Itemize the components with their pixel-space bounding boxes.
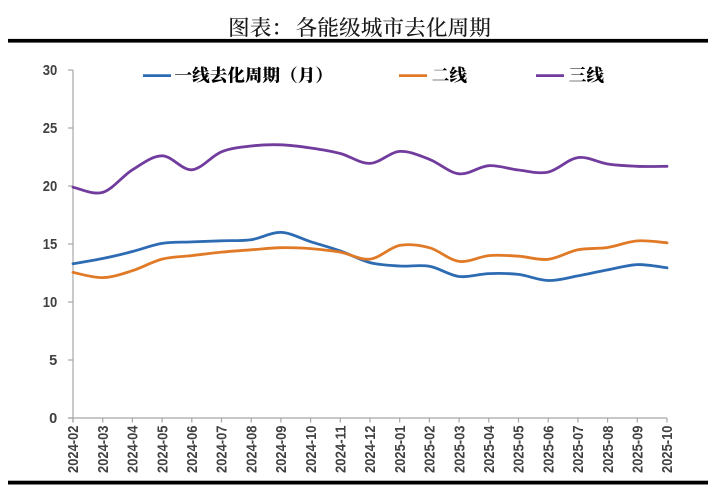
svg-text:2025-02: 2025-02	[423, 426, 439, 474]
svg-text:2024-12: 2024-12	[363, 426, 379, 474]
svg-text:2024-08: 2024-08	[244, 426, 260, 474]
svg-text:2025-05: 2025-05	[512, 426, 528, 474]
svg-text:2024-05: 2024-05	[155, 426, 171, 474]
svg-text:10: 10	[43, 295, 58, 311]
svg-text:2024-07: 2024-07	[215, 426, 231, 474]
svg-text:2024-06: 2024-06	[185, 426, 201, 474]
svg-text:2025-10: 2025-10	[660, 426, 676, 474]
svg-text:0: 0	[49, 411, 57, 427]
svg-text:2024-02: 2024-02	[66, 426, 82, 474]
svg-text:2025-06: 2025-06	[541, 426, 557, 474]
svg-text:30: 30	[43, 63, 58, 79]
svg-text:2025-03: 2025-03	[452, 426, 468, 474]
svg-text:2025-08: 2025-08	[601, 426, 617, 474]
svg-text:2024-03: 2024-03	[96, 426, 112, 474]
svg-text:2025-09: 2025-09	[631, 426, 647, 474]
svg-text:2024-09: 2024-09	[274, 426, 290, 474]
svg-text:25: 25	[43, 121, 58, 137]
svg-text:20: 20	[43, 179, 58, 195]
svg-text:2025-04: 2025-04	[482, 425, 498, 473]
svg-text:2024-10: 2024-10	[304, 426, 320, 474]
svg-text:2024-04: 2024-04	[126, 425, 142, 473]
svg-text:15: 15	[43, 237, 58, 253]
svg-text:2025-01: 2025-01	[393, 426, 409, 474]
svg-text:2024-11: 2024-11	[334, 426, 350, 474]
svg-text:5: 5	[49, 353, 57, 369]
svg-text:2025-07: 2025-07	[571, 426, 587, 474]
